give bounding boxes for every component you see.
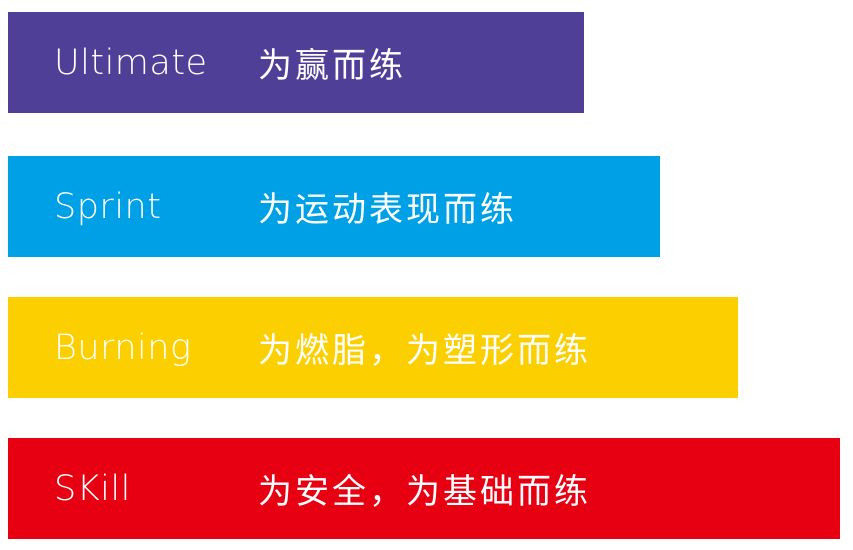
tier-band-ultimate: Ultimate 为赢而练 bbox=[8, 12, 584, 113]
tier-slogan: 为安全，为基础而练 bbox=[258, 472, 591, 512]
tier-slogan: 为燃脂，为塑形而练 bbox=[258, 331, 591, 371]
tier-slogan: 为运动表现而练 bbox=[258, 190, 517, 230]
tier-band-skill: SKill 为安全，为基础而练 bbox=[8, 438, 840, 539]
tier-name: Ultimate bbox=[54, 42, 208, 83]
tier-band-sprint: Sprint 为运动表现而练 bbox=[8, 156, 660, 257]
tier-name: Sprint bbox=[54, 186, 162, 227]
tier-name: Burning bbox=[54, 327, 192, 368]
tier-slogan: 为赢而练 bbox=[258, 46, 406, 86]
tier-name: SKill bbox=[54, 468, 131, 509]
tier-band-burning: Burning 为燃脂，为塑形而练 bbox=[8, 297, 738, 398]
